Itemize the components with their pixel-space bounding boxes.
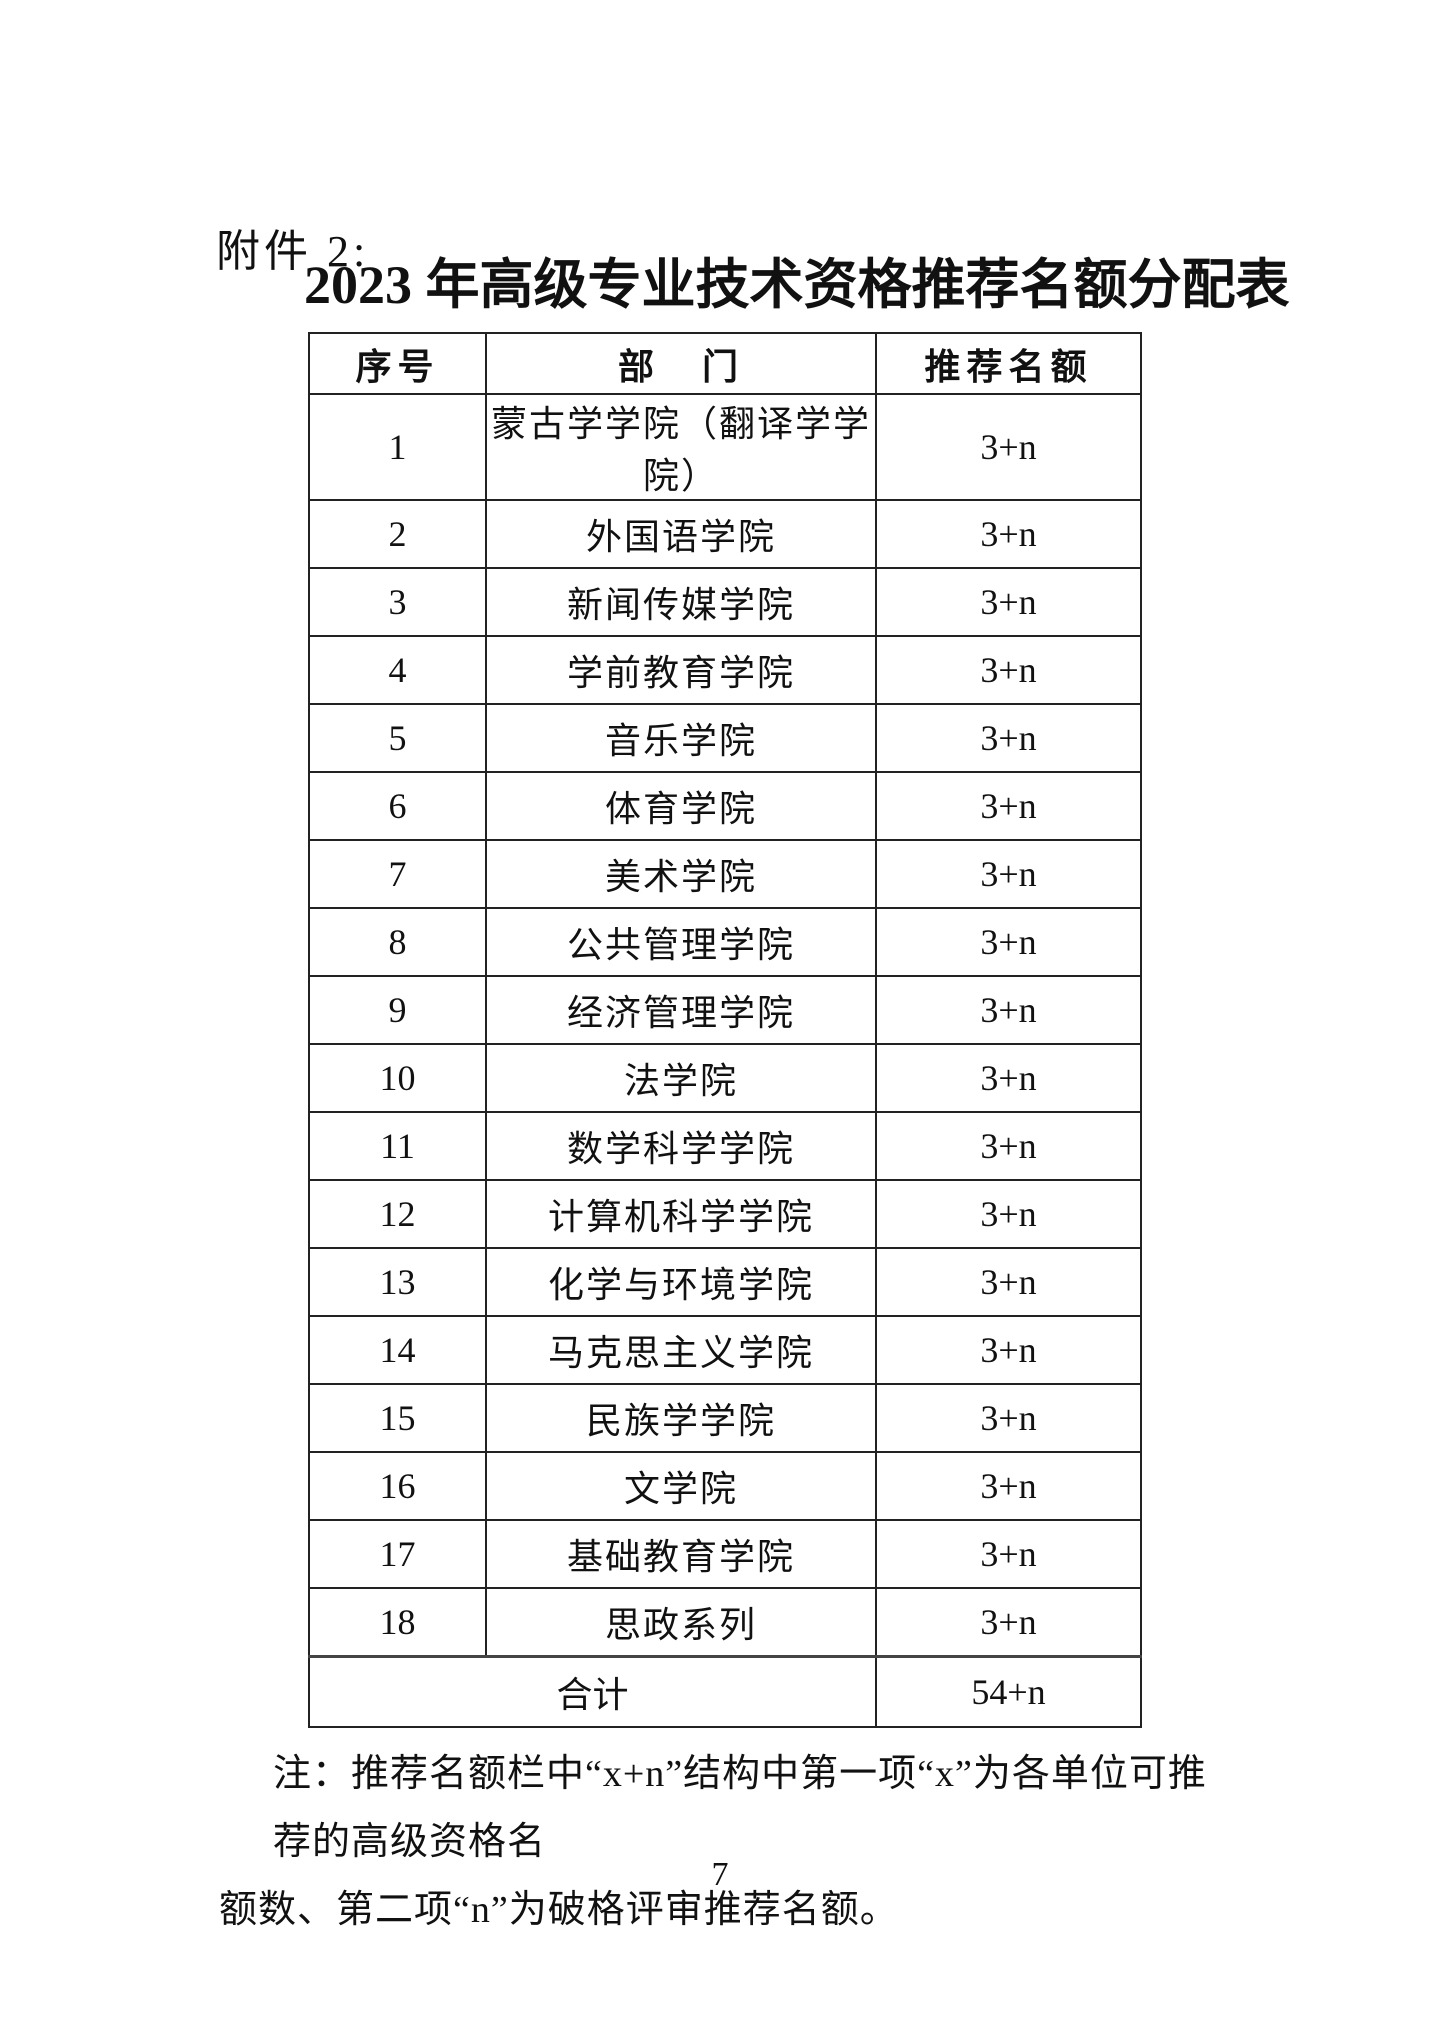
table-cell-dept: 马克思主义学院 [485, 1315, 877, 1385]
table-cell-dept: 蒙古学学院（翻译学学院） [485, 393, 877, 501]
table-cell-quota: 3+n [875, 1587, 1142, 1657]
table-row: 10 法学院 3+n [308, 1043, 1142, 1113]
table-cell-no: 14 [308, 1315, 487, 1385]
table-row: 8 公共管理学院 3+n [308, 907, 1142, 977]
table-cell-no: 2 [308, 499, 487, 569]
table-row: 5 音乐学院 3+n [308, 703, 1142, 773]
table-cell-dept: 公共管理学院 [485, 907, 877, 977]
table-cell-dept: 基础教育学院 [485, 1519, 877, 1589]
table-cell-no: 1 [308, 393, 487, 501]
table-cell-quota: 3+n [875, 1247, 1142, 1317]
table-row: 6 体育学院 3+n [308, 771, 1142, 841]
table-cell-dept: 音乐学院 [485, 703, 877, 773]
table-row: 15 民族学学院 3+n [308, 1383, 1142, 1453]
table-cell-dept: 数学科学学院 [485, 1111, 877, 1181]
table-cell-no: 4 [308, 635, 487, 705]
table-cell-dept: 美术学院 [485, 839, 877, 909]
table-cell-quota: 3+n [875, 1111, 1142, 1181]
table-cell-no: 3 [308, 567, 487, 637]
table-cell-no: 11 [308, 1111, 487, 1181]
table-row: 2 外国语学院 3+n [308, 499, 1142, 569]
column-header-no: 序号 [308, 332, 487, 395]
table-row: 7 美术学院 3+n [308, 839, 1142, 909]
quota-allocation-table: 序号 部 门 推荐名额 1 蒙古学学院（翻译学学院） 3+n 2 外国语学院 3… [308, 332, 1142, 1728]
table-cell-no: 9 [308, 975, 487, 1045]
table-cell-dept: 新闻传媒学院 [485, 567, 877, 637]
table-cell-dept: 外国语学院 [485, 499, 877, 569]
footnote-line-1: 注：推荐名额栏中“x+n”结构中第一项“x”为各单位可推荐的高级资格名 [273, 1753, 1207, 1863]
table-cell-no: 7 [308, 839, 487, 909]
table-cell-dept: 思政系列 [485, 1587, 877, 1657]
table-cell-dept: 经济管理学院 [485, 975, 877, 1045]
table-cell-quota: 3+n [875, 567, 1142, 637]
table-cell-no: 17 [308, 1519, 487, 1589]
table-cell-dept: 学前教育学院 [485, 635, 877, 705]
table-cell-dept: 民族学学院 [485, 1383, 877, 1453]
table-cell-no: 8 [308, 907, 487, 977]
table-cell-quota: 3+n [875, 1451, 1142, 1521]
table-cell-dept: 法学院 [485, 1043, 877, 1113]
table-cell-no: 13 [308, 1247, 487, 1317]
table-cell-no: 12 [308, 1179, 487, 1249]
table-row: 12 计算机科学学院 3+n [308, 1179, 1142, 1249]
table-cell-no: 15 [308, 1383, 487, 1453]
table-cell-dept: 文学院 [485, 1451, 877, 1521]
table-cell-quota: 3+n [875, 1519, 1142, 1589]
table-body: 1 蒙古学学院（翻译学学院） 3+n 2 外国语学院 3+n 3 新闻传媒学院 … [308, 393, 1142, 1657]
column-header-dept: 部 门 [485, 332, 877, 395]
table-cell-no: 10 [308, 1043, 487, 1113]
table-row: 1 蒙古学学院（翻译学学院） 3+n [308, 393, 1142, 501]
table-header-row: 序号 部 门 推荐名额 [308, 332, 1142, 395]
table-row: 13 化学与环境学院 3+n [308, 1247, 1142, 1317]
footnote: 注：推荐名额栏中“x+n”结构中第一项“x”为各单位可推荐的高级资格名 额数、第… [219, 1740, 1243, 1944]
table-cell-quota: 3+n [875, 1043, 1142, 1113]
footnote-line-2: 额数、第二项“n”为破格评审推荐名额。 [219, 1889, 899, 1931]
table-cell-quota: 3+n [875, 393, 1142, 501]
table-row: 14 马克思主义学院 3+n [308, 1315, 1142, 1385]
table-row: 16 文学院 3+n [308, 1451, 1142, 1521]
table-cell-quota: 3+n [875, 635, 1142, 705]
page-number: 7 [711, 1856, 729, 1893]
table-cell-dept: 化学与环境学院 [485, 1247, 877, 1317]
table-row: 17 基础教育学院 3+n [308, 1519, 1142, 1589]
total-label-cell: 合计 [308, 1654, 877, 1728]
table-row: 4 学前教育学院 3+n [308, 635, 1142, 705]
table-cell-quota: 3+n [875, 703, 1142, 773]
table-cell-quota: 3+n [875, 839, 1142, 909]
table-cell-no: 16 [308, 1451, 487, 1521]
table-cell-quota: 3+n [875, 975, 1142, 1045]
table-cell-quota: 3+n [875, 499, 1142, 569]
table-cell-dept: 计算机科学学院 [485, 1179, 877, 1249]
table-cell-quota: 3+n [875, 771, 1142, 841]
table-cell-quota: 3+n [875, 1383, 1142, 1453]
table-row: 11 数学科学学院 3+n [308, 1111, 1142, 1181]
table-cell-no: 6 [308, 771, 487, 841]
table-cell-no: 5 [308, 703, 487, 773]
table-row: 3 新闻传媒学院 3+n [308, 567, 1142, 637]
table-row: 18 思政系列 3+n [308, 1587, 1142, 1657]
table-cell-quota: 3+n [875, 1315, 1142, 1385]
total-quota-cell: 54+n [875, 1654, 1142, 1728]
page-title: 2023 年高级专业技术资格推荐名额分配表 [304, 255, 1290, 315]
table-cell-no: 18 [308, 1587, 487, 1657]
table-cell-dept: 体育学院 [485, 771, 877, 841]
table-total-row: 合计 54+n [308, 1654, 1142, 1728]
column-header-quota: 推荐名额 [875, 332, 1142, 395]
attachment-label: 附件 2: [216, 227, 370, 276]
table-cell-quota: 3+n [875, 1179, 1142, 1249]
table-cell-quota: 3+n [875, 907, 1142, 977]
table-row: 9 经济管理学院 3+n [308, 975, 1142, 1045]
